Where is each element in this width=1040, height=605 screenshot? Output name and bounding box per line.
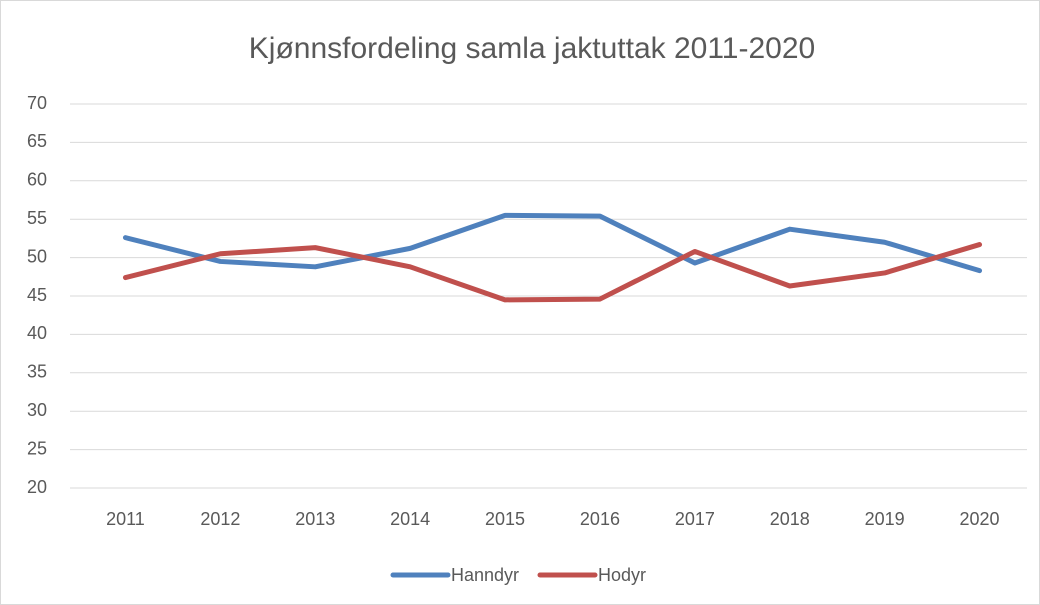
y-tick-label: 70: [27, 93, 47, 113]
y-tick-label: 65: [27, 131, 47, 151]
y-tick-label: 35: [27, 362, 47, 382]
x-tick-label: 2015: [485, 509, 525, 529]
chart-title: Kjønnsfordeling samla jaktuttak 2011-202…: [249, 32, 815, 65]
y-tick-label: 60: [27, 170, 47, 190]
x-tick-label: 2013: [295, 509, 335, 529]
x-tick-label: 2012: [200, 509, 240, 529]
y-tick-label: 50: [27, 246, 47, 266]
y-tick-label: 40: [27, 323, 47, 343]
x-tick-label: 2018: [770, 509, 810, 529]
y-tick-label: 30: [27, 400, 47, 420]
legend-label: Hanndyr: [451, 565, 519, 585]
x-tick-label: 2019: [865, 509, 905, 529]
x-tick-label: 2020: [960, 509, 1000, 529]
y-tick-label: 45: [27, 285, 47, 305]
y-tick-label: 25: [27, 438, 47, 458]
x-tick-label: 2014: [390, 509, 430, 529]
series-line: [122, 242, 983, 303]
legend-label: Hodyr: [598, 565, 646, 585]
series-line: [122, 212, 983, 274]
x-tick-label: 2016: [580, 509, 620, 529]
x-tick-label: 2017: [675, 509, 715, 529]
y-tick-label: 20: [27, 477, 47, 497]
y-tick-label: 55: [27, 208, 47, 228]
x-tick-label: 2011: [106, 509, 145, 529]
